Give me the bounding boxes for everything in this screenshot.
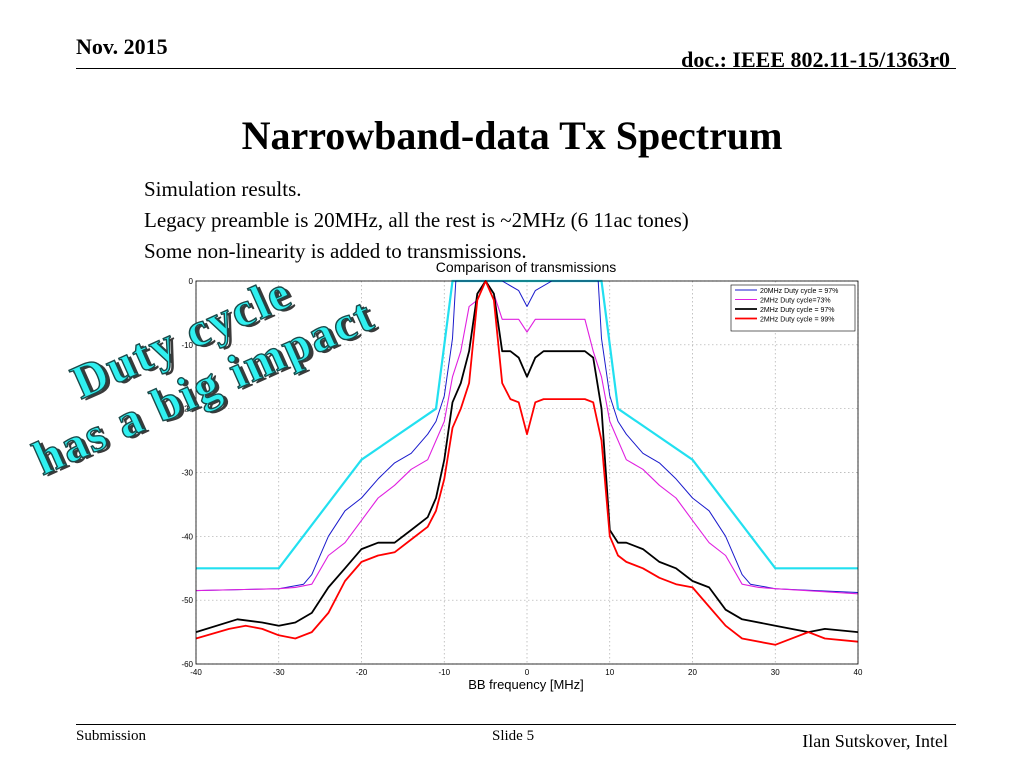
footer-slide-number: Slide 5 xyxy=(492,728,535,744)
y-tick-label: -60 xyxy=(181,660,193,669)
footer-author: Ilan Sutskover, Intel xyxy=(802,731,948,751)
series-line xyxy=(195,280,859,633)
footer-submission: Submission xyxy=(76,728,147,744)
x-tick-label: 0 xyxy=(525,668,530,677)
series-line xyxy=(195,280,859,595)
header-date: Nov. 2015 xyxy=(76,34,168,59)
plot-frame xyxy=(195,280,859,665)
legend-entry: 20MHz Duty cycle = 97% xyxy=(760,288,838,295)
x-tick-label: -10 xyxy=(438,668,450,677)
x-axis-label: BB frequency [MHz] xyxy=(468,677,584,692)
chart-legend: 20MHz Duty cycle = 97% 2MHz Duty cycle=73… xyxy=(730,284,856,332)
series-line xyxy=(195,280,859,646)
text-line: Some non-linearity is added to transmiss… xyxy=(144,239,527,263)
text-line: Simulation results. xyxy=(144,177,302,201)
chart-ticks: -40 -30 -20 -10 0 10 20 30 40 0 -10 -20 -30 -40 -50 -60 xyxy=(181,277,863,677)
y-tick-label: -50 xyxy=(181,596,193,605)
legend-box xyxy=(730,284,856,332)
x-tick-label: 20 xyxy=(688,668,697,677)
y-tick-label: -40 xyxy=(181,532,193,541)
text-line: Legacy preamble is 20MHz, all the rest i… xyxy=(144,208,689,232)
legend-entry: 2MHz Duty cycle=73% xyxy=(760,298,831,305)
slide-title: Narrowband-data Tx Spectrum xyxy=(241,113,783,158)
y-tick-label: -10 xyxy=(181,341,193,350)
x-tick-label: 40 xyxy=(854,668,863,677)
x-tick-label: 10 xyxy=(605,668,614,677)
x-tick-label: -20 xyxy=(356,668,368,677)
y-tick-label: -30 xyxy=(181,469,193,478)
x-tick-label: -40 xyxy=(190,668,202,677)
y-tick-label: 0 xyxy=(189,277,194,286)
series-line xyxy=(195,280,859,593)
spectrum-chart: Comparison of transmissions -40 -30 -20 -10… xyxy=(181,259,863,692)
header-doc-id: doc.: IEEE 802.11-15/1363r0 xyxy=(681,47,950,72)
chart-grid xyxy=(195,280,859,665)
slide-text: Simulation results. Legacy preamble is 2… xyxy=(144,174,689,267)
header-rule xyxy=(76,68,956,69)
legend-entry: 2MHz Duty cycle = 99% xyxy=(760,317,835,324)
legend-entry: 2MHz Duty cycle = 97% xyxy=(760,307,835,314)
plot-background xyxy=(196,281,858,664)
y-tick-label: -20 xyxy=(181,405,193,414)
x-tick-label: 30 xyxy=(771,668,780,677)
footer-rule xyxy=(76,724,956,725)
x-tick-label: -30 xyxy=(273,668,285,677)
chart-title: Comparison of transmissions xyxy=(436,259,617,275)
